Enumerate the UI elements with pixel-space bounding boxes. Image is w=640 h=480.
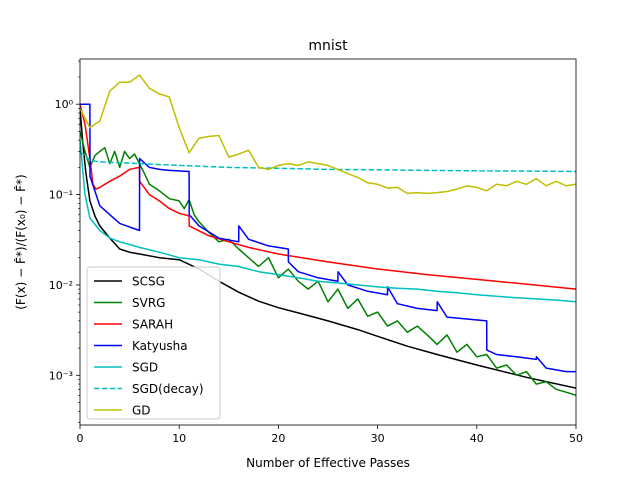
x-tick-label: 50: [569, 432, 583, 445]
legend-label: GD: [132, 404, 151, 418]
y-tick-label: 10⁻¹: [49, 189, 73, 202]
y-tick-label: 10⁻²: [49, 279, 73, 292]
legend-label: Katyusha: [132, 339, 188, 353]
legend-box: [86, 266, 221, 420]
y-axis-label: (F(x) − F̂*)/(F(x₀) − F̂*): [14, 174, 28, 310]
legend: SCSG SVRG SARAH Katyusha SGD SGD(decay) GD: [86, 266, 221, 420]
plot-area: 0 10 20 30 40 50 10⁰ 10⁻¹ 10⁻² 10⁻³ SCSG SVRG SARAH K…: [49, 58, 583, 445]
axes-frame: [79, 58, 577, 426]
series-line-gd: [80, 74, 576, 195]
legend-label: SVRG: [132, 296, 165, 310]
x-axis-label: Number of Effective Passes: [246, 456, 410, 470]
legend-label: SGD: [132, 361, 158, 375]
x-tick-label: 0: [77, 432, 84, 445]
legend-label: SCSG: [132, 275, 165, 289]
x-tick-label: 10: [172, 432, 186, 445]
x-tick-label: 40: [470, 432, 484, 445]
chart-title: mnist: [308, 38, 348, 54]
legend-label: SARAH: [132, 318, 173, 332]
series-line-svrg: [80, 131, 576, 397]
series-line-sgd: [80, 140, 576, 303]
x-tick-label: 30: [371, 432, 385, 445]
y-tick-label: 10⁰: [55, 98, 74, 111]
series-line-sarah: [80, 104, 576, 290]
y-tick-label: 10⁻³: [49, 369, 73, 382]
legend-label: SGD(decay): [132, 382, 204, 396]
series-line-sgd-decay: [80, 150, 576, 173]
series-group: [80, 74, 576, 397]
series-line-katyusha: [80, 103, 576, 373]
x-tick-label: 20: [271, 432, 285, 445]
